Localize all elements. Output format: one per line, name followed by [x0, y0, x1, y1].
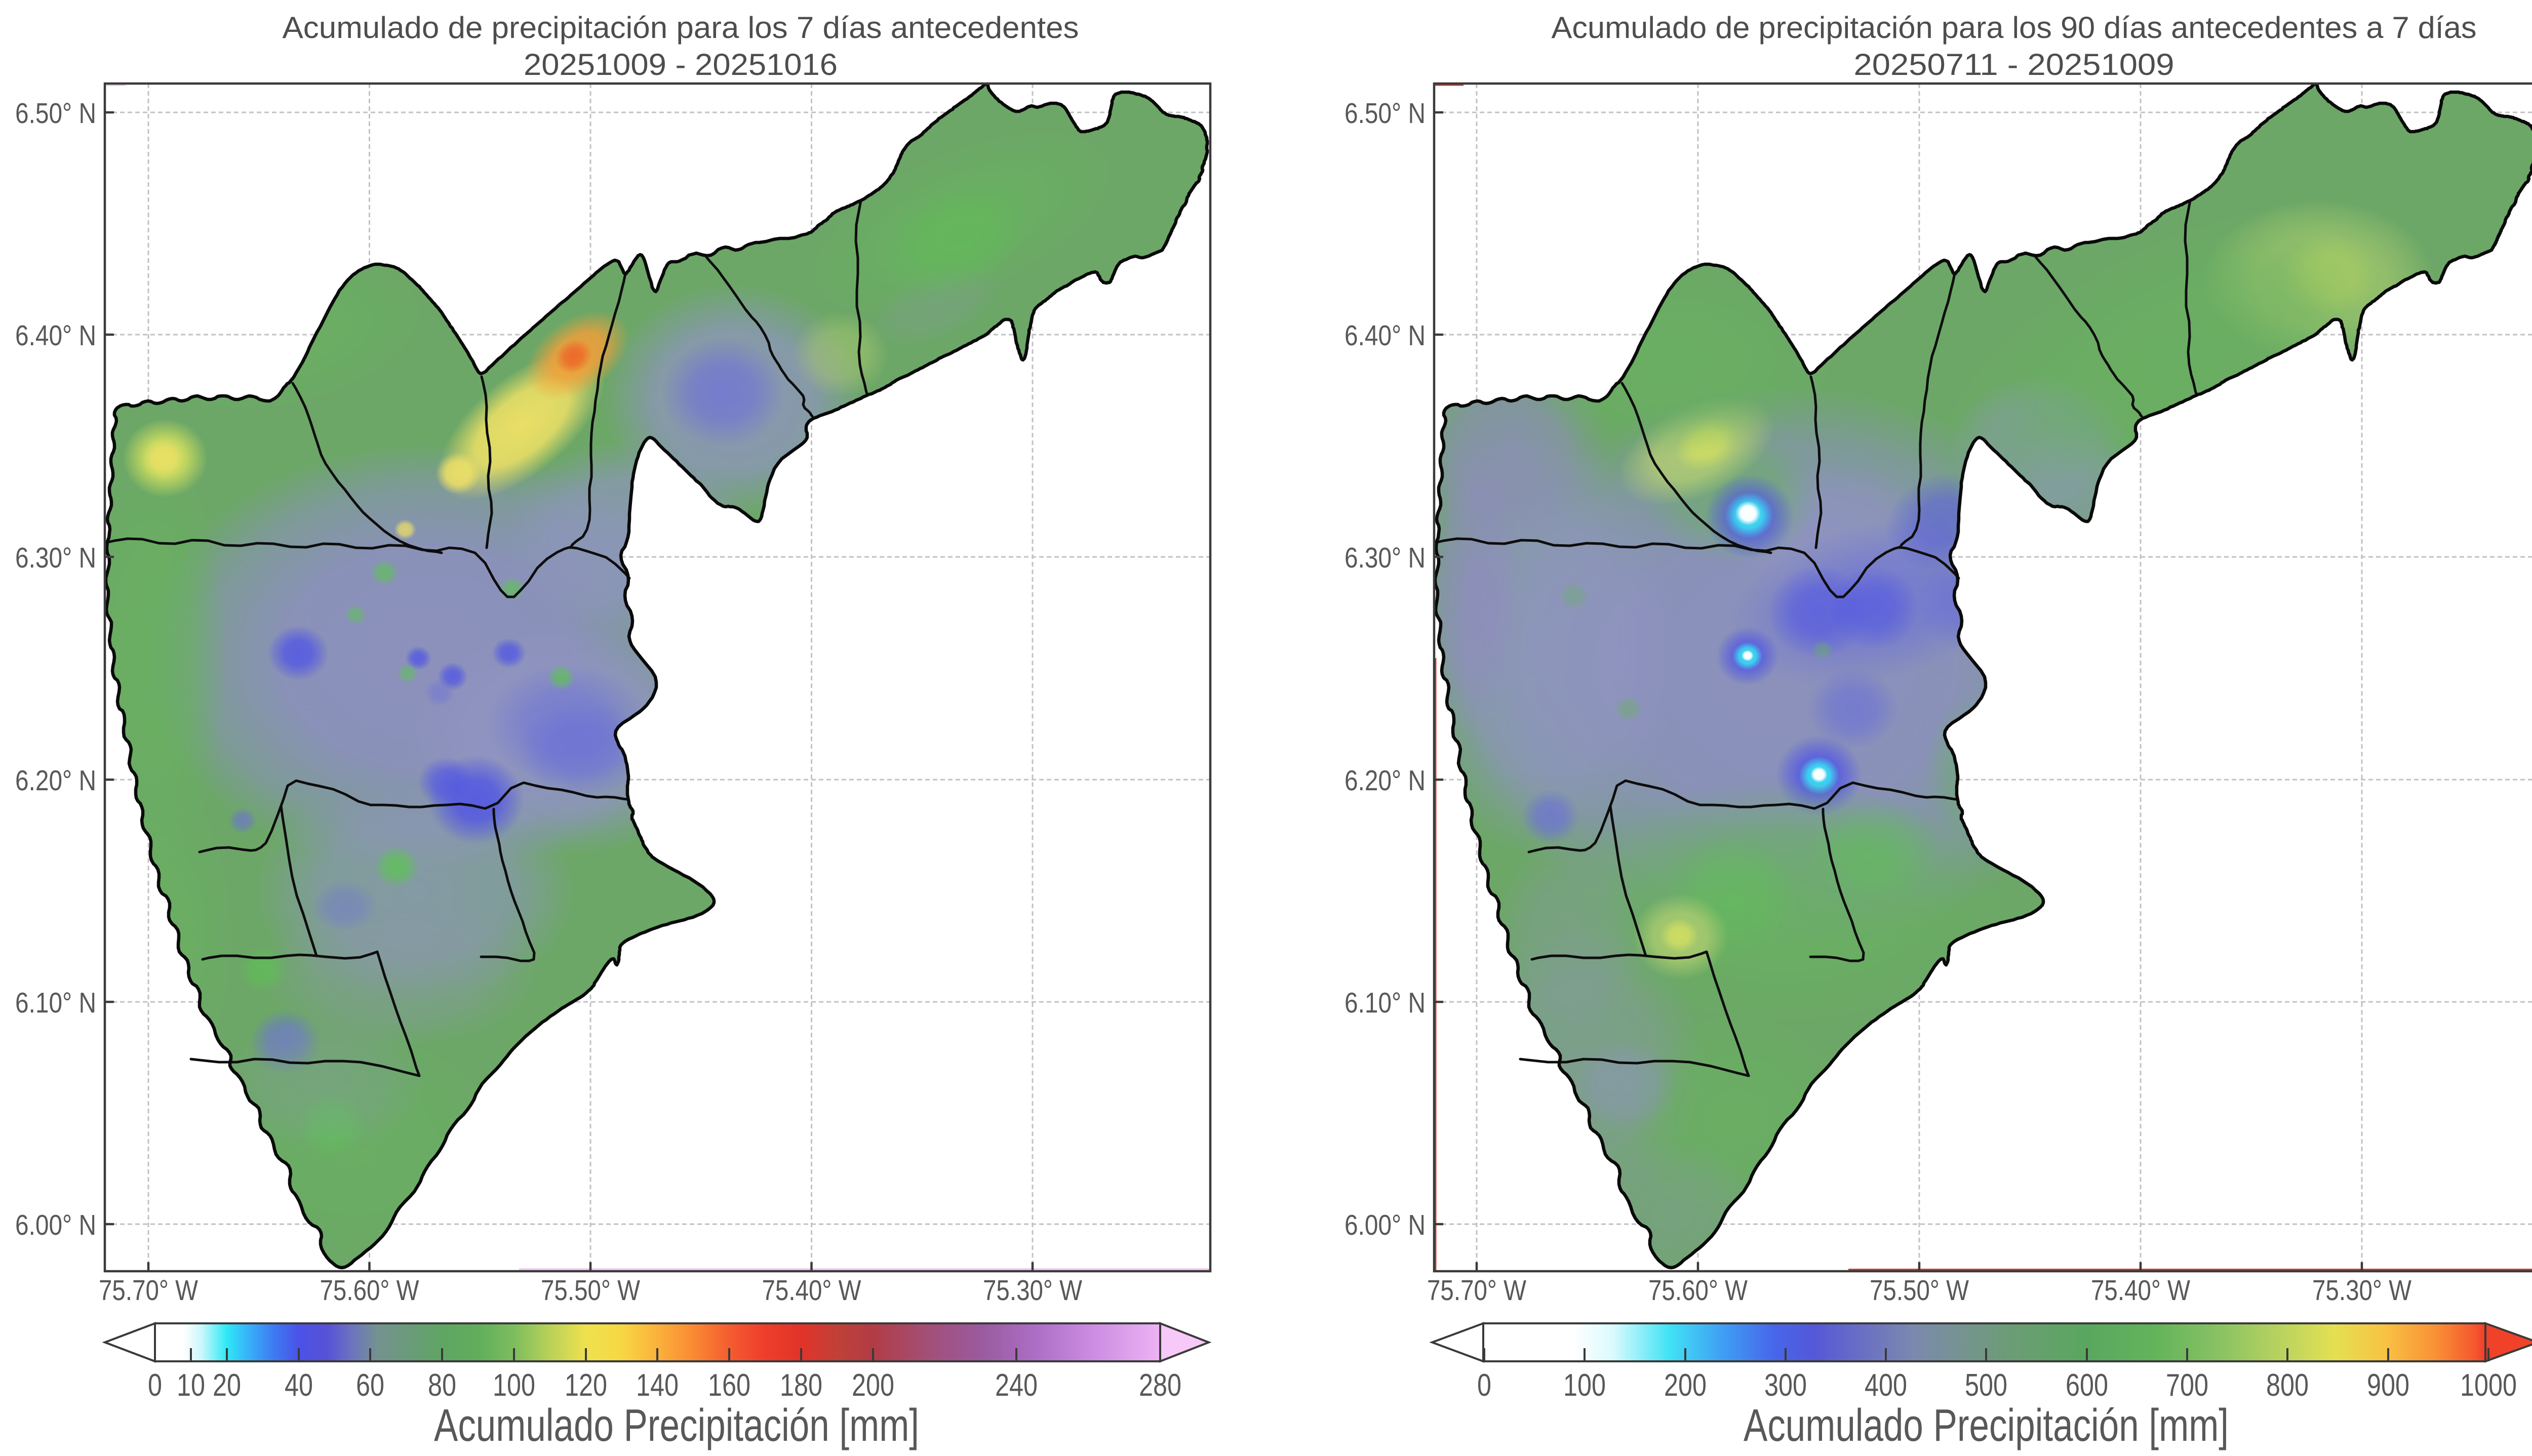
svg-text:100: 100	[493, 1368, 535, 1403]
svg-text:20251009 - 20251016: 20251009 - 20251016	[524, 48, 838, 82]
svg-text:0: 0	[148, 1368, 162, 1403]
svg-text:0: 0	[1477, 1368, 1491, 1403]
svg-text:75.30° W: 75.30° W	[2312, 1274, 2411, 1307]
svg-text:1000: 1000	[2460, 1368, 2517, 1403]
svg-text:60: 60	[356, 1368, 384, 1403]
svg-text:75.70° W: 75.70° W	[99, 1274, 198, 1307]
svg-text:160: 160	[708, 1368, 750, 1403]
svg-text:10: 10	[177, 1368, 205, 1403]
svg-text:6.30° N: 6.30° N	[15, 542, 96, 574]
svg-text:180: 180	[780, 1368, 822, 1403]
svg-text:Acumulado de precipitación par: Acumulado de precipitación para los 7 dí…	[283, 11, 1079, 45]
svg-text:120: 120	[565, 1368, 607, 1403]
svg-text:400: 400	[1865, 1368, 1907, 1403]
svg-text:80: 80	[428, 1368, 456, 1403]
svg-text:75.50° W: 75.50° W	[541, 1274, 640, 1307]
svg-text:100: 100	[1563, 1368, 1606, 1403]
svg-text:6.40° N: 6.40° N	[15, 319, 96, 352]
svg-text:6.40° N: 6.40° N	[1344, 319, 1426, 352]
svg-text:240: 240	[995, 1368, 1038, 1403]
svg-text:6.00° N: 6.00° N	[15, 1209, 96, 1241]
svg-text:6.20° N: 6.20° N	[15, 764, 96, 797]
svg-text:Acumulado Precipitación [mm]: Acumulado Precipitación [mm]	[434, 1400, 919, 1451]
svg-text:900: 900	[2367, 1368, 2409, 1403]
svg-text:40: 40	[285, 1368, 313, 1403]
svg-text:75.60° W: 75.60° W	[1648, 1274, 1748, 1307]
svg-text:6.50° N: 6.50° N	[15, 97, 96, 130]
svg-text:6.10° N: 6.10° N	[1344, 987, 1426, 1019]
svg-text:Acumulado de precipitación par: Acumulado de precipitación para los 90 d…	[1552, 11, 2477, 45]
svg-text:75.60° W: 75.60° W	[320, 1274, 419, 1307]
svg-text:6.30° N: 6.30° N	[1344, 542, 1426, 574]
svg-text:700: 700	[2166, 1368, 2208, 1403]
svg-text:75.70° W: 75.70° W	[1427, 1274, 1526, 1307]
svg-text:280: 280	[1139, 1368, 1181, 1403]
svg-text:6.50° N: 6.50° N	[1344, 97, 1426, 130]
svg-text:20: 20	[213, 1368, 241, 1403]
svg-text:75.30° W: 75.30° W	[983, 1274, 1082, 1307]
svg-text:500: 500	[1965, 1368, 2007, 1403]
svg-text:600: 600	[2066, 1368, 2108, 1403]
svg-text:75.40° W: 75.40° W	[2091, 1274, 2190, 1307]
svg-text:300: 300	[1764, 1368, 1807, 1403]
svg-text:6.10° N: 6.10° N	[15, 987, 96, 1019]
svg-text:200: 200	[852, 1368, 894, 1403]
svg-text:Acumulado Precipitación [mm]: Acumulado Precipitación [mm]	[1744, 1400, 2229, 1451]
svg-text:800: 800	[2266, 1368, 2309, 1403]
svg-text:6.20° N: 6.20° N	[1344, 764, 1426, 797]
svg-text:75.40° W: 75.40° W	[762, 1274, 861, 1307]
svg-text:200: 200	[1664, 1368, 1707, 1403]
svg-text:75.50° W: 75.50° W	[1870, 1274, 1969, 1307]
svg-text:20250711 - 20251009: 20250711 - 20251009	[1854, 48, 2174, 82]
svg-text:6.00° N: 6.00° N	[1344, 1209, 1426, 1241]
svg-text:140: 140	[636, 1368, 679, 1403]
